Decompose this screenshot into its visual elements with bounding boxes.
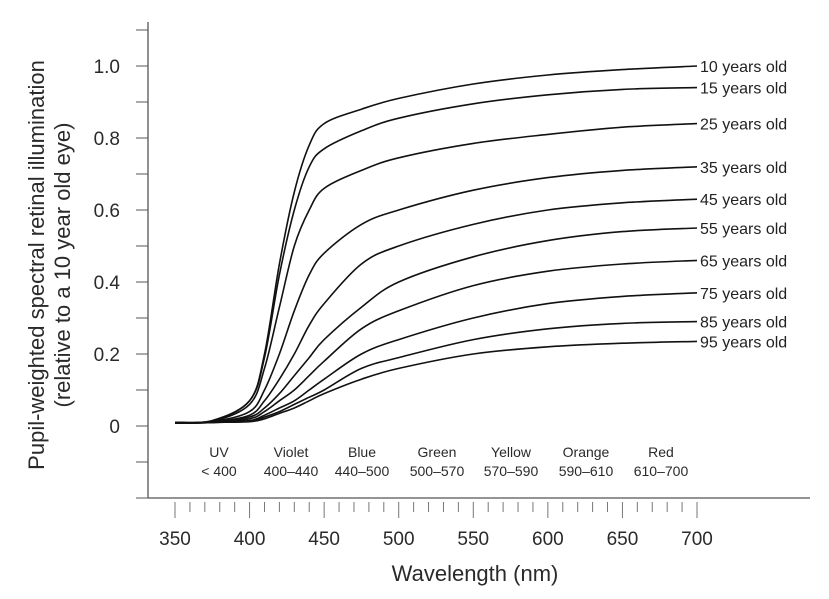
x-tick-label: 650 [607,529,639,550]
series-line [174,259,698,424]
band-range: 570–590 [484,463,539,479]
y-tick-label: 0.6 [94,201,120,222]
band-name: Red [648,444,674,460]
x-tick-label: 550 [457,529,489,550]
series-label: 35 years old [700,160,787,177]
y-axis-title-line: (relative to a 10 year old eye) [50,123,75,408]
x-tick-label: 500 [383,529,415,550]
series-label: 45 years old [700,192,787,209]
y-tick-label: 0.8 [94,129,120,150]
series-line [174,198,698,424]
series-label: 10 years old [700,59,787,76]
x-axis-title: Wavelength (nm) [392,561,559,586]
series-line [174,340,698,424]
series-label: 85 years old [700,315,787,332]
series-line [174,166,698,424]
band-name: UV [209,444,229,460]
y-tick-label: 0.2 [94,345,120,366]
band-name: Orange [563,444,610,460]
band-range: 400–440 [264,463,319,479]
series-label: 25 years old [700,117,787,134]
series-label: 95 years old [700,334,787,351]
band-range: 610–700 [634,463,689,479]
series-line [174,122,698,424]
band-name: Yellow [491,444,532,460]
series-line [174,65,698,424]
y-tick-label: 0.4 [94,273,121,294]
series-line [174,86,698,424]
y-tick-label: 1.0 [94,57,120,78]
band-name: Blue [348,444,376,460]
x-tick-label: 700 [681,529,713,550]
band-range: 590–610 [559,463,614,479]
band-name: Violet [274,444,309,460]
x-tick-label: 450 [308,529,340,550]
y-axis-title: Pupil-weighted spectral retinal illumina… [24,60,75,470]
series-line [174,227,698,424]
band-range: 500–570 [410,463,465,479]
series-line [174,292,698,424]
y-tick-label: 0 [109,417,120,438]
band-name: Green [418,444,457,460]
series-label: 65 years old [700,253,787,270]
x-tick-label: 600 [532,529,564,550]
x-tick-label: 400 [234,529,266,550]
series-label: 55 years old [700,221,787,238]
series-label: 75 years old [700,286,787,303]
y-axis-title-line: Pupil-weighted spectral retinal illumina… [24,60,49,470]
x-tick-label: 350 [159,529,191,550]
band-range: 440–500 [335,463,390,479]
band-range: < 400 [201,463,237,479]
series-label: 15 years old [700,81,787,98]
